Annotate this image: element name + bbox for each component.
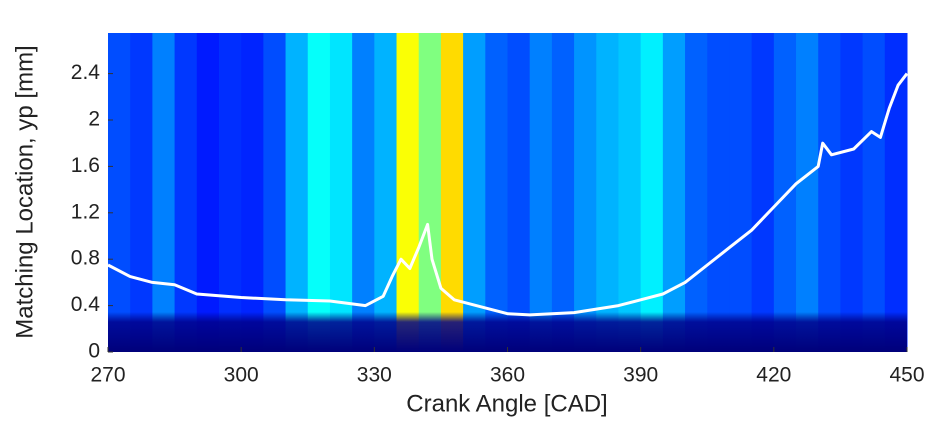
heat-cell — [884, 33, 908, 352]
heat-cell — [285, 33, 309, 352]
y-tick-label: 1.6 — [71, 154, 100, 177]
heat-cell — [329, 33, 353, 352]
y-tick-label: 0 — [88, 340, 100, 363]
x-tick-label: 300 — [224, 364, 259, 387]
heat-cell — [196, 33, 220, 352]
heat-cell — [685, 33, 708, 352]
heat-cell — [485, 33, 508, 352]
x-tick-label: 330 — [357, 364, 392, 387]
heat-cell — [529, 33, 553, 352]
heat-cell — [108, 33, 131, 352]
y-axis-label: Matching Location, yp [mm] — [11, 45, 38, 338]
heat-cell — [707, 33, 730, 352]
heat-cell — [507, 33, 531, 352]
y-tick-label: 2.4 — [71, 61, 101, 84]
heat-cell — [130, 33, 153, 352]
heat-cell — [463, 33, 486, 352]
bottom-band — [108, 312, 907, 352]
heat-cell — [374, 33, 398, 352]
heat-cell — [618, 33, 642, 352]
heat-cell — [152, 33, 176, 352]
heat-cell — [574, 33, 597, 352]
heat-cell — [440, 33, 464, 352]
heat-cell — [862, 33, 886, 352]
x-tick-label: 390 — [623, 364, 658, 387]
y-tick-label: 2 — [88, 108, 100, 131]
heat-cell — [418, 33, 442, 352]
heat-cell — [307, 33, 331, 352]
heat-cell — [263, 33, 287, 352]
y-tick-label: 1.2 — [71, 200, 100, 223]
heat-cell — [796, 33, 819, 352]
line — [107, 72, 909, 317]
heatmap — [108, 33, 908, 352]
heat-cell — [352, 33, 375, 352]
heat-cell — [751, 33, 775, 352]
heat-cell — [596, 33, 619, 352]
x-tick-label: 450 — [889, 364, 924, 387]
heat-cell — [551, 33, 575, 352]
heat-cell — [640, 33, 664, 352]
heat-cell — [396, 33, 420, 352]
heat-cell — [729, 33, 753, 352]
heat-cell — [174, 33, 198, 352]
heat-cell — [773, 33, 797, 352]
y-tick-label: 0.8 — [71, 247, 100, 270]
y-tick-label: 0.4 — [71, 293, 101, 316]
x-tick-label: 270 — [90, 364, 125, 387]
heat-cell — [218, 33, 242, 352]
heat-cell — [241, 33, 264, 352]
x-axis-label: Crank Angle [CAD] — [406, 390, 607, 417]
x-tick-label: 420 — [756, 364, 791, 387]
heat-cell — [840, 33, 864, 352]
overlay: 270 300 330 360 390 420 450 0 0.4 0.8 1.2 1.6 2 2.4 — [71, 61, 925, 386]
heat-cell — [818, 33, 841, 352]
heat-cell — [662, 33, 686, 352]
x-tick-label: 360 — [490, 364, 525, 387]
